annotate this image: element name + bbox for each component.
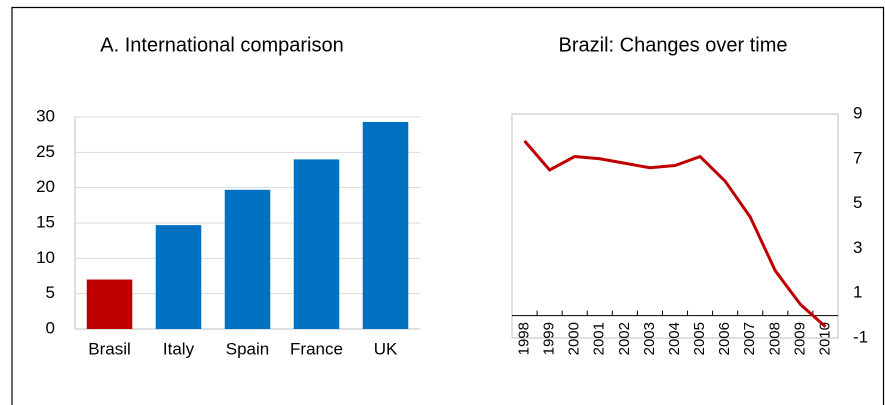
y-tick-label: 5 [853, 193, 862, 212]
y-tick-label: 10 [36, 248, 55, 267]
y-tick-label: -1 [853, 327, 868, 346]
bar [293, 159, 340, 329]
line-series [523, 139, 827, 328]
y-tick-label: 9 [853, 103, 862, 122]
x-tick-label: 2008 [766, 322, 783, 355]
x-tick-label: Brasil [88, 339, 131, 358]
x-tick-label: 2001 [591, 322, 608, 355]
y-tick-label: 30 [36, 106, 55, 125]
x-tick-label: 2007 [741, 322, 758, 355]
y-tick-label: 25 [36, 142, 55, 161]
chart-title: A. International comparison [100, 34, 343, 56]
plot-area [511, 113, 839, 339]
bar [362, 121, 409, 330]
x-tick-label: 2010 [816, 322, 833, 355]
x-tick-label: 1998 [516, 322, 533, 355]
x-tick-label: 2005 [691, 322, 708, 355]
y-tick-label: 20 [36, 177, 55, 196]
x-tick-label: Italy [163, 339, 195, 358]
x-tick-label: UK [374, 339, 398, 358]
y-tick-label: 15 [36, 212, 55, 231]
x-tick-label: 1999 [541, 322, 558, 355]
x-tick-label: 2002 [616, 322, 633, 355]
x-tick-label: France [290, 339, 343, 358]
y-tick-label: 7 [853, 148, 862, 167]
y-tick-label: 0 [46, 318, 55, 337]
x-tick-label: 2003 [641, 322, 658, 355]
y-tick-label: 5 [46, 283, 55, 302]
x-tick-label: Spain [226, 339, 269, 358]
y-tick-label: 1 [853, 283, 862, 302]
bar [86, 279, 133, 329]
y-tick-label: 3 [853, 238, 862, 257]
x-tick-label: 2009 [791, 322, 808, 355]
bar [224, 189, 271, 329]
bar [155, 225, 202, 329]
chart-title: Brazil: Changes over time [559, 34, 788, 56]
x-tick-label: 2006 [716, 322, 733, 355]
x-tick-label: 2000 [566, 322, 583, 355]
x-tick-label: 2004 [666, 322, 683, 355]
frame [11, 6, 885, 405]
